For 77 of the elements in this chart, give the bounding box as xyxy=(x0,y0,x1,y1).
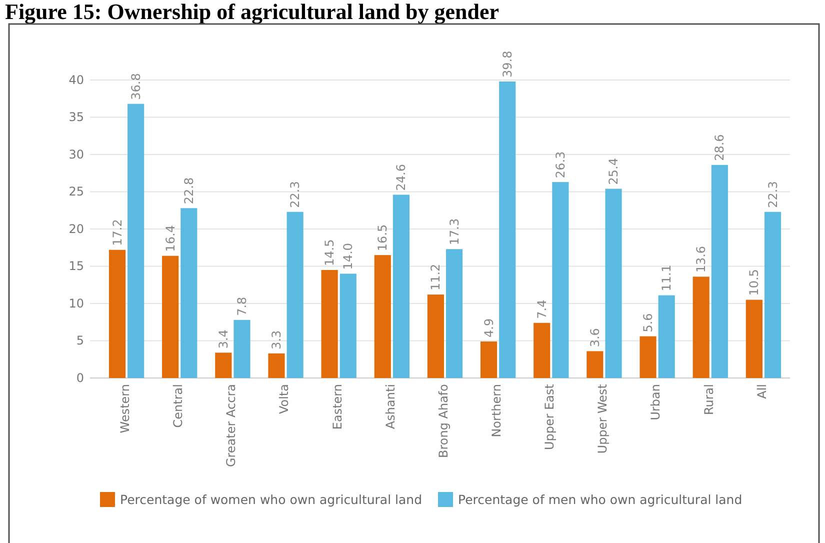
data-label: 39.8 xyxy=(500,50,514,78)
data-label: 22.8 xyxy=(182,177,196,204)
bar xyxy=(605,188,622,378)
data-label: 14.0 xyxy=(341,242,356,270)
data-label: 22.3 xyxy=(766,181,780,208)
bar xyxy=(499,81,516,378)
bar xyxy=(321,270,338,378)
y-tick-label: 15 xyxy=(68,259,84,274)
data-label: 36.8 xyxy=(128,73,143,100)
bar xyxy=(215,352,232,378)
x-tick-label: Central xyxy=(171,384,186,428)
y-tick-label: 0 xyxy=(76,370,84,385)
y-tick-label: 35 xyxy=(68,110,84,124)
bar xyxy=(711,164,728,378)
x-tick-label: Volta xyxy=(277,384,292,414)
x-tick-label: Upper East xyxy=(542,384,557,450)
data-label: 3.6 xyxy=(588,328,602,348)
data-label: 7.8 xyxy=(234,296,249,316)
bar xyxy=(340,274,356,378)
bar xyxy=(180,208,198,378)
y-tick-label: 40 xyxy=(68,72,84,87)
bar xyxy=(128,104,144,378)
data-label: 11.2 xyxy=(428,264,443,291)
data-label: 28.6 xyxy=(712,134,727,161)
bar xyxy=(234,320,250,378)
data-label: 24.6 xyxy=(394,164,408,191)
y-tick-label: 20 xyxy=(68,222,84,236)
bar xyxy=(534,322,550,378)
x-tick-label: Ashanti xyxy=(383,384,398,430)
y-tick-label: 5 xyxy=(76,334,84,348)
chart-title: Figure 15: Ownership of agricultural land by gender xyxy=(5,0,500,24)
data-label: 22.3 xyxy=(288,181,302,208)
bar xyxy=(764,212,782,378)
bar xyxy=(640,336,656,378)
data-label: 16.5 xyxy=(376,224,390,252)
data-label: 11.1 xyxy=(660,264,674,292)
data-label: 25.4 xyxy=(606,158,621,185)
y-tick-label: 10 xyxy=(68,296,84,310)
bar xyxy=(268,353,285,378)
data-label: 4.9 xyxy=(482,318,496,338)
legend-label: Percentage of women who own agricultural land xyxy=(120,492,422,507)
bar xyxy=(746,300,762,378)
data-label: 13.6 xyxy=(694,246,708,273)
data-label: 14.5 xyxy=(322,239,337,266)
x-tick-label: All xyxy=(754,384,769,399)
data-label: 26.3 xyxy=(553,151,568,178)
x-tick-label: Northern xyxy=(489,384,504,438)
bar xyxy=(286,212,304,378)
bar xyxy=(446,249,463,378)
y-tick-label: 25 xyxy=(68,184,84,199)
bar xyxy=(162,256,179,378)
x-tick-label: Urban xyxy=(648,384,663,420)
bar xyxy=(480,341,498,378)
bar xyxy=(427,294,444,378)
data-label: 10.5 xyxy=(747,269,762,296)
bar xyxy=(108,250,126,378)
bar xyxy=(552,182,569,378)
data-label: 16.4 xyxy=(163,225,178,252)
x-tick-label: Brong Ahafo xyxy=(436,384,450,458)
data-label: 7.4 xyxy=(534,300,549,319)
data-label: 5.6 xyxy=(641,313,656,332)
data-label: 3.4 xyxy=(216,330,230,349)
bar xyxy=(586,351,604,378)
y-tick-label: 30 xyxy=(68,147,84,162)
bar xyxy=(658,295,675,378)
data-label: 17.3 xyxy=(447,218,462,246)
x-tick-label: Greater Accra xyxy=(224,384,238,468)
data-label: 3.3 xyxy=(269,330,284,350)
bar xyxy=(692,276,710,378)
bar xyxy=(392,194,410,378)
legend-label: Percentage of men who own agricultural land xyxy=(458,492,742,507)
bar xyxy=(374,255,391,378)
x-tick-label: Eastern xyxy=(330,384,344,430)
x-tick-label: Western xyxy=(118,384,132,434)
x-tick-label: Rural xyxy=(702,384,716,416)
x-tick-label: Upper West xyxy=(596,384,610,454)
data-label: 17.2 xyxy=(110,219,124,246)
